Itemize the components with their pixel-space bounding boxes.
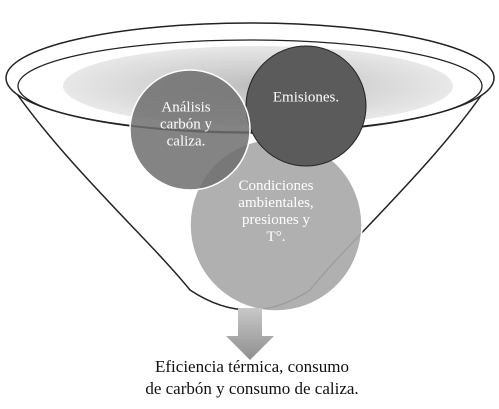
node-label: caliza. — [167, 133, 206, 149]
node-label: presiones y — [242, 212, 310, 228]
output-label: de carbón y consumo de caliza. — [145, 379, 358, 398]
node-label: Emisiones. — [273, 89, 339, 105]
node-circle — [129, 69, 251, 191]
node-label: Análisis — [161, 99, 210, 115]
arrow — [226, 308, 274, 360]
node-circle — [245, 45, 367, 167]
output-label: Eficiencia térmica, consumo — [155, 357, 349, 376]
node-label: carbón y — [160, 116, 213, 132]
node-label: Condiciones — [239, 178, 314, 194]
node-label: T°. — [267, 229, 286, 245]
node-label: ambientales, — [238, 195, 313, 211]
